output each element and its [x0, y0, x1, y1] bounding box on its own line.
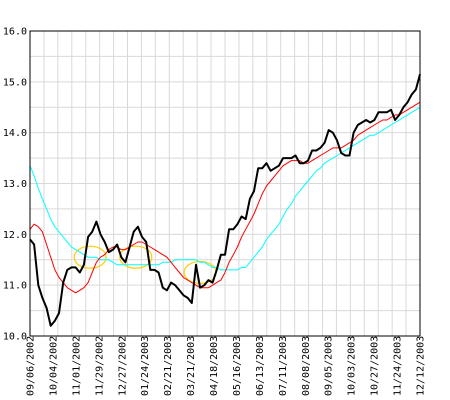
x-tick-label: 10/04/2002 [48, 336, 59, 396]
x-tick-label: 10/03/2003 [347, 336, 358, 396]
y-tick-label: 16.0 [3, 27, 27, 38]
y-tick-label: 13.0 [3, 179, 27, 190]
moving-average-long-line [29, 106, 421, 271]
x-tick-label: 03/21/2003 [186, 336, 197, 396]
x-tick-label: 04/18/2003 [209, 336, 220, 396]
x-tick-label: 07/11/2003 [278, 336, 289, 396]
y-axis-tick-labels: 10.0 11.0 12.0 13.0 14.0 15.0 16.0 [3, 27, 27, 343]
x-tick-label: 09/06/2002 [26, 336, 37, 396]
x-tick-label: 09/05/2003 [324, 336, 335, 396]
x-tick-label: 11/24/2003 [393, 336, 404, 396]
x-tick-label: 06/13/2003 [255, 336, 266, 396]
x-tick-label: 10/27/2003 [370, 336, 381, 396]
plot-frame [29, 30, 421, 337]
annotation-ellipse [119, 245, 153, 269]
x-axis-tick-labels: 09/06/2002 10/04/2002 11/01/2002 11/29/2002… [26, 336, 427, 396]
y-tick-label: 11.0 [3, 281, 27, 292]
x-tick-label: 05/16/2003 [232, 336, 243, 396]
y-tick-label: 12.0 [3, 230, 27, 241]
y-tick-label: 14.0 [3, 128, 27, 139]
x-tick-label: 12/27/2002 [117, 336, 128, 396]
x-tick-label: 11/29/2002 [94, 336, 105, 396]
moving-average-short-line [29, 101, 421, 294]
x-tick-label: 08/08/2003 [301, 336, 312, 396]
x-tick-label: 11/01/2002 [71, 336, 82, 396]
annotation-ellipse [73, 245, 107, 269]
x-tick-label: 01/24/2003 [140, 336, 151, 396]
price-line [29, 73, 421, 327]
x-tick-label: 12/12/2003 [416, 336, 427, 396]
y-tick-label: 10.0 [3, 332, 27, 343]
grid-lines [30, 31, 420, 336]
y-tick-label: 15.0 [3, 77, 27, 88]
series-lines [29, 73, 421, 327]
x-tick-label: 02/21/2003 [163, 336, 174, 396]
